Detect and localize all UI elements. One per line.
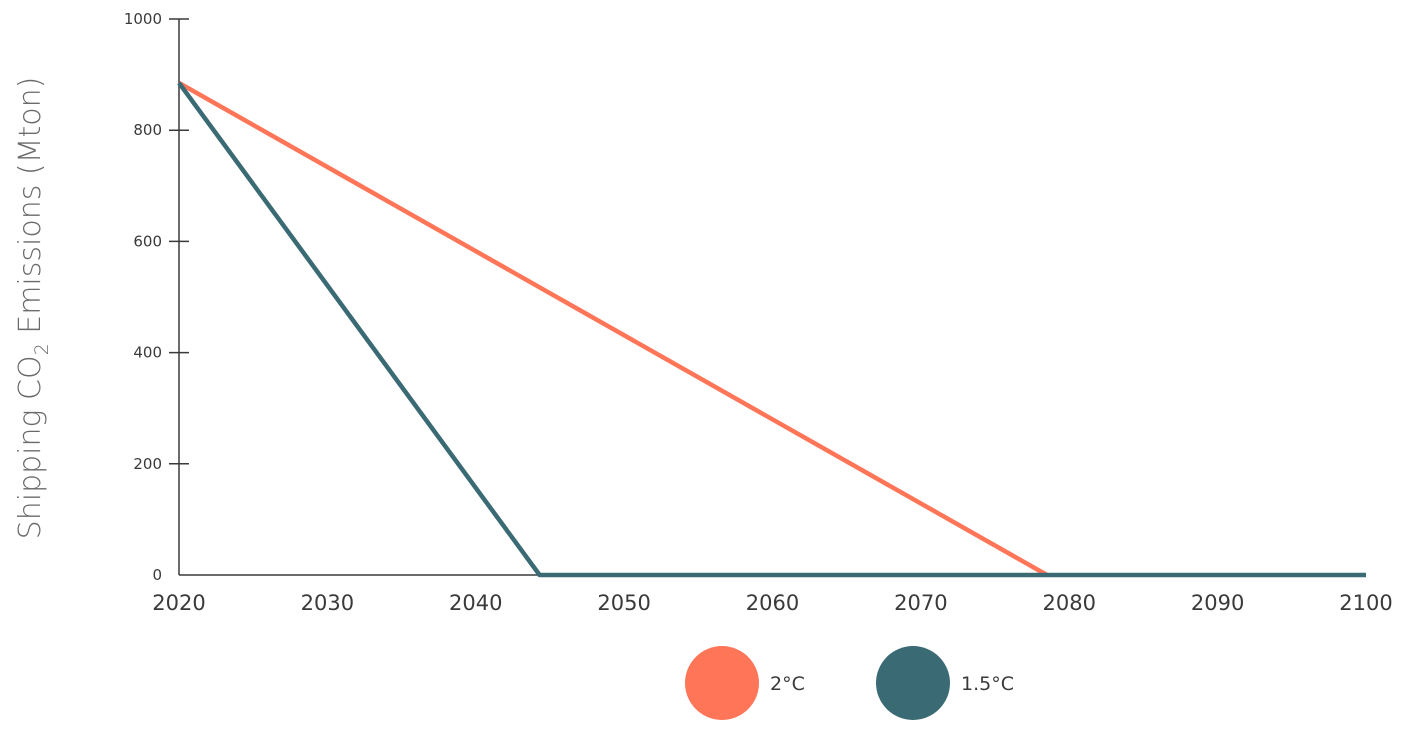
y-tick-label: 800: [133, 121, 162, 139]
x-tick-label: 2050: [597, 591, 650, 615]
y-axis-label-main: Shipping CO: [13, 355, 48, 539]
x-tick-label: 2070: [894, 591, 947, 615]
legend-swatch: [876, 646, 950, 720]
series-line-one-point-five-degree: [177, 81, 1366, 578]
series-line-two-degree: [177, 80, 1049, 577]
x-tick-label: 2060: [746, 591, 799, 615]
legend: 2°C 1.5°C: [685, 646, 1014, 720]
legend-swatch: [685, 646, 759, 720]
y-tick-label: 400: [133, 344, 162, 362]
x-tick-label: 2020: [152, 591, 205, 615]
x-tick-label: 2040: [449, 591, 502, 615]
x-tick-label: 2030: [301, 591, 354, 615]
y-axis-label-subscript: 2: [31, 343, 53, 355]
series-layer: [177, 80, 1366, 578]
x-tick-label: 2100: [1339, 591, 1392, 615]
legend-label: 2°C: [770, 673, 805, 695]
y-axis-label-rest: Emissions (Mton): [13, 77, 48, 344]
x-tick-label: 2080: [1043, 591, 1096, 615]
y-tick-label: 200: [133, 455, 162, 473]
legend-label: 1.5°C: [961, 673, 1014, 695]
y-tick-label: 0: [152, 566, 162, 584]
y-tick-label: 600: [133, 232, 162, 250]
y-axis-label: Shipping CO2 Emissions (Mton): [13, 77, 53, 540]
x-tick-label: 2090: [1191, 591, 1244, 615]
axes: 0 200 400 600 800 1000 2020 2030 2040 2050 2060 207…: [124, 10, 1393, 615]
svg-text:Shipping CO2 Emissions (Mton): Shipping CO2 Emissions (Mton): [13, 77, 53, 540]
y-tick-label: 1000: [124, 10, 162, 28]
